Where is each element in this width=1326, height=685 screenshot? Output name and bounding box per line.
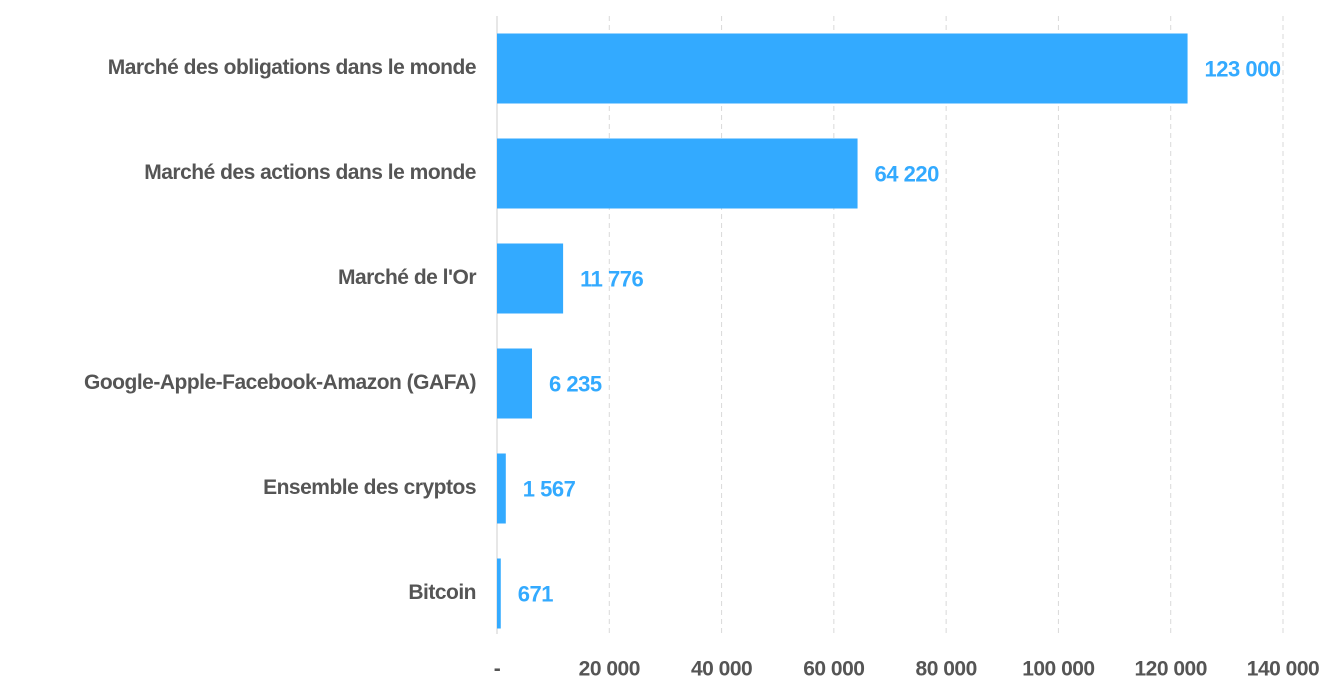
y-tick-label: Ensemble des cryptos <box>263 476 476 499</box>
x-tick-label: 140 000 <box>1247 658 1319 680</box>
bar <box>497 453 506 524</box>
bar <box>497 243 564 314</box>
data-label: 6 235 <box>549 371 602 396</box>
y-tick-label: Google-Apple-Facebook-Amazon (GAFA) <box>84 371 476 394</box>
x-tick-label: 20 000 <box>579 658 640 680</box>
data-label: 1 567 <box>523 476 576 501</box>
x-tick-label: 120 000 <box>1135 658 1207 680</box>
x-tick-label: 80 000 <box>916 658 977 680</box>
bar <box>497 33 1188 104</box>
bar <box>497 348 533 419</box>
data-label: 671 <box>518 581 553 606</box>
x-tick-label: 100 000 <box>1022 658 1094 680</box>
bar <box>497 138 858 209</box>
bar <box>497 558 501 629</box>
x-tick-label: 60 000 <box>803 658 864 680</box>
y-tick-label: Marché des obligations dans le monde <box>108 56 476 79</box>
data-label: 123 000 <box>1205 56 1281 81</box>
data-label: 64 220 <box>875 161 940 186</box>
x-tick-label: 40 000 <box>691 658 752 680</box>
y-tick-label: Marché de l'Or <box>338 266 476 289</box>
y-tick-label: Bitcoin <box>408 581 476 604</box>
data-label: 11 776 <box>580 266 643 291</box>
y-tick-label: Marché des actions dans le monde <box>144 161 476 184</box>
x-tick-label: - <box>494 658 501 680</box>
